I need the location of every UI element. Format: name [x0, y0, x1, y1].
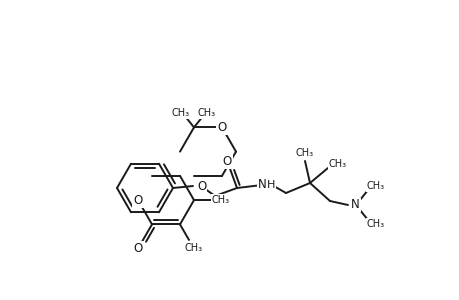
Text: O: O: [217, 121, 226, 134]
Text: CH₃: CH₃: [366, 181, 384, 191]
Text: CH₃: CH₃: [172, 108, 190, 118]
Text: CH₃: CH₃: [212, 195, 230, 205]
Text: CH₃: CH₃: [197, 108, 216, 118]
Text: CH₃: CH₃: [184, 243, 202, 253]
Text: O: O: [222, 155, 231, 168]
Text: CH₃: CH₃: [295, 148, 313, 158]
Text: CH₃: CH₃: [366, 219, 384, 229]
Text: O: O: [133, 194, 142, 207]
Text: O: O: [133, 242, 142, 255]
Text: N: N: [350, 199, 359, 212]
Text: H: H: [266, 180, 275, 190]
Text: N: N: [257, 178, 266, 190]
Text: O: O: [196, 179, 206, 193]
Text: CH₃: CH₃: [328, 159, 346, 169]
